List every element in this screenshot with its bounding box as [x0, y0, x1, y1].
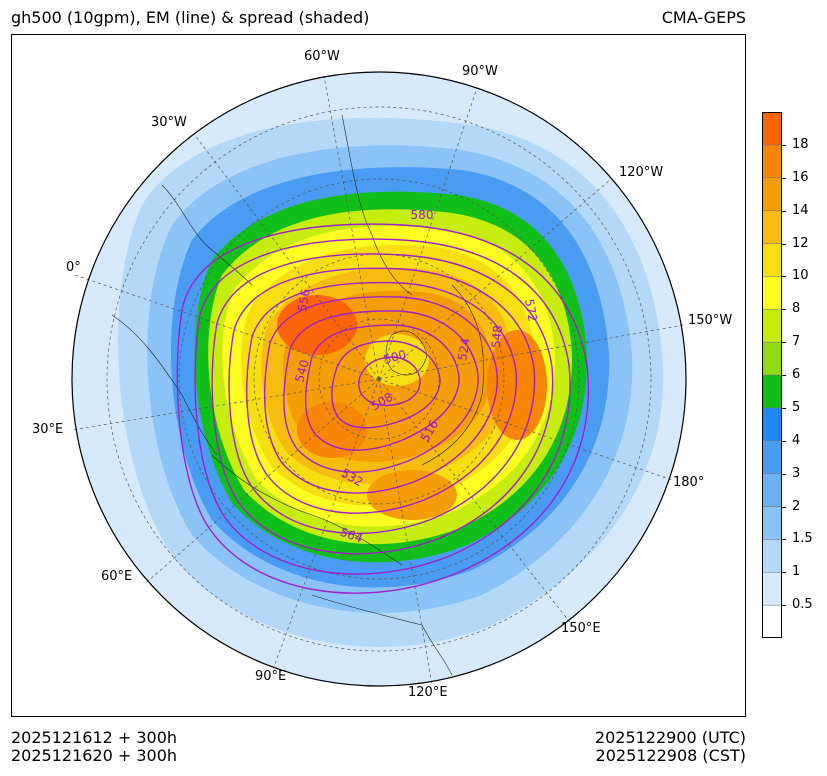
colorbar-tick-mark: [782, 605, 786, 607]
colorbar-tick-label: 6: [792, 367, 801, 382]
colorbar-segment: [762, 144, 782, 178]
contour-label: 572: [522, 298, 540, 323]
colorbar-segment: [762, 210, 782, 244]
colorbar-segment: [762, 407, 782, 441]
lon-label: 0°: [66, 260, 81, 275]
colorbar-segment: [762, 473, 782, 507]
colorbar-tick-mark: [782, 572, 786, 574]
contour-label: 540: [292, 358, 311, 384]
model-name: CMA-GEPS: [661, 8, 746, 27]
colorbar-tick-mark: [782, 210, 786, 212]
contour-label: 500: [382, 347, 408, 366]
colorbar-tick-mark: [782, 276, 786, 278]
lon-label: 180°: [673, 475, 705, 490]
lon-label: 150°W: [688, 313, 733, 328]
colorbar-segment: [762, 572, 782, 606]
lon-label: 150°E: [561, 621, 601, 636]
graticule: [71, 75, 685, 686]
colorbar-tick-label: 14: [792, 202, 809, 218]
map-boundary: [71, 71, 687, 687]
colorbar: [762, 112, 782, 638]
colorbar-tick-mark: [782, 243, 786, 245]
init-time-cst: 2025121620 + 300h: [11, 746, 178, 765]
spread-shading: [72, 72, 686, 686]
colorbar-border: [762, 112, 782, 638]
colorbar-segment: [762, 341, 782, 376]
colorbar-tick-mark: [782, 440, 786, 442]
colorbar-tick-label: 4: [792, 432, 801, 448]
colorbar-segment: [762, 506, 782, 540]
lon-label: 30°W: [151, 115, 187, 130]
contour-label: 524: [455, 337, 473, 362]
colorbar-tick-label: 0.5: [792, 597, 813, 613]
colorbar-segment: [762, 243, 782, 277]
colorbar-segment: [762, 112, 782, 146]
colorbar-tick-label: 2: [792, 498, 801, 514]
colorbar-segment: [762, 276, 782, 310]
lon-label: 90°W: [462, 64, 498, 79]
lon-label: 120°E: [408, 685, 448, 700]
polar-map: 580 556 572 548 524 500 540 508 516 532 …: [71, 71, 687, 687]
colorbar-tick-label: 12: [792, 235, 809, 251]
colorbar-segment: [762, 374, 782, 409]
colorbar-tick-label: 1: [792, 564, 801, 580]
colorbar-tick-label: 8: [792, 301, 801, 317]
colorbar-tick-mark: [782, 309, 786, 311]
lon-label: 120°W: [619, 165, 664, 180]
colorbar-segment: [762, 309, 782, 343]
init-time-utc: 2025121612 + 300h: [11, 728, 178, 747]
contour-label: 548: [489, 325, 505, 349]
colorbar-tick-mark: [782, 506, 786, 508]
colorbar-tick-mark: [782, 473, 786, 475]
colorbar-tick-mark: [782, 407, 786, 409]
contour-label: 580: [411, 208, 434, 222]
colorbar-tick-mark: [782, 177, 786, 179]
lon-label: 60°W: [304, 49, 340, 64]
colorbar-segment: [762, 539, 782, 573]
colorbar-tick-mark: [782, 144, 786, 146]
lon-label: 30°E: [32, 422, 64, 437]
map-panel: 580 556 572 548 524 500 540 508 516 532 …: [11, 34, 746, 717]
colorbar-tick-mark: [782, 342, 786, 344]
colorbar-tick-label: 18: [792, 136, 809, 152]
valid-time-cst: 2025122908 (CST): [595, 746, 746, 765]
colorbar-segment: [762, 604, 782, 638]
lon-label: 60°E: [101, 569, 133, 584]
colorbar-segment: [762, 177, 782, 211]
colorbar-tick-label: 5: [792, 399, 801, 415]
colorbar-tick-mark: [782, 539, 786, 541]
colorbar-tick-label: 16: [792, 169, 809, 185]
colorbar-tick-label: 7: [792, 334, 801, 350]
plot-title: gh500 (10gpm), EM (line) & spread (shade…: [11, 8, 370, 27]
colorbar-tick-mark: [782, 375, 786, 376]
colorbar-tick-label: 3: [792, 465, 801, 481]
colorbar-tick-label: 1.5: [792, 531, 813, 547]
contour-label: 556: [295, 288, 313, 313]
lon-label: 90°E: [255, 669, 287, 684]
ensemble-mean-contours: [176, 223, 589, 594]
colorbar-segment: [762, 440, 782, 474]
valid-time-utc: 2025122900 (UTC): [594, 728, 746, 747]
colorbar-tick-label: 10: [792, 268, 809, 284]
coastlines: [111, 114, 484, 676]
